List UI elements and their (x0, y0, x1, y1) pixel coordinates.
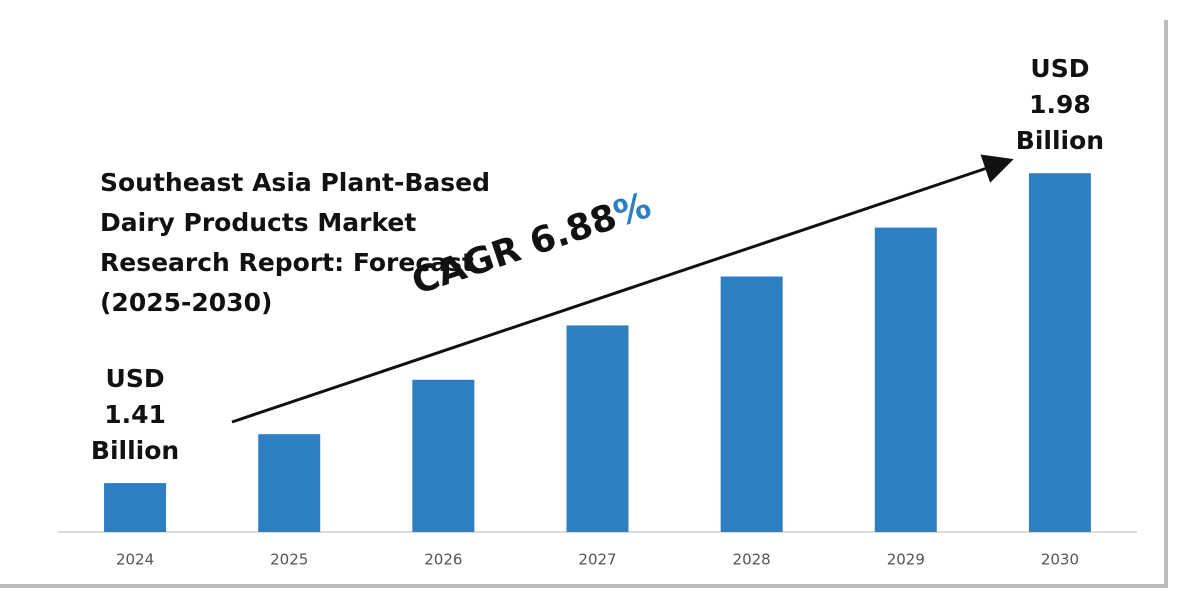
x-tick-label: 2029 (887, 551, 925, 569)
bar (874, 227, 937, 533)
x-tick-label: 2025 (270, 551, 308, 569)
bar (720, 276, 783, 532)
x-tick-label: 2026 (424, 551, 462, 569)
bar (258, 434, 321, 532)
x-tick-label: 2027 (578, 551, 616, 569)
bar (412, 379, 475, 532)
x-tick-label: 2024 (116, 551, 154, 569)
value-label: USD 1.41 Billion (90, 364, 180, 466)
bar (566, 325, 629, 532)
chart-title: Southeast Asia Plant-Based Dairy Product… (100, 168, 491, 317)
x-tick-label: 2030 (1041, 551, 1079, 569)
bar (1028, 173, 1091, 532)
bar (104, 483, 167, 532)
trend-arrow (231, 154, 1014, 424)
x-tick-label: 2028 (733, 551, 771, 569)
value-label: USD 1.98 Billion (1015, 54, 1105, 156)
